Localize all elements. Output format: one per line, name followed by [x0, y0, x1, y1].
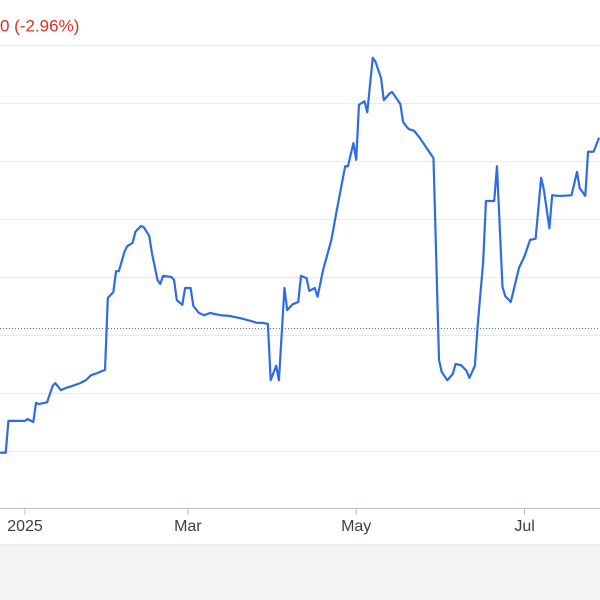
x-tick-label: Mar — [174, 518, 202, 535]
navigator-band — [0, 545, 600, 600]
x-tick-label: 2025 — [7, 518, 43, 535]
change-label: 0 (-2.96%) — [0, 16, 79, 35]
x-tick-label: Jul — [514, 518, 534, 535]
x-tick-label: May — [341, 518, 371, 535]
price-line — [0, 56, 600, 454]
